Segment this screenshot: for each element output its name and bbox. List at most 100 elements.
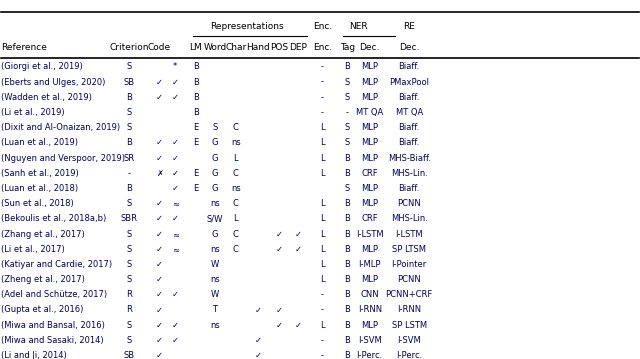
Text: B: B [126,93,132,102]
Text: S: S [345,184,350,193]
Text: MLP: MLP [361,123,378,132]
Text: L: L [320,260,325,269]
Text: MHS-Lin.: MHS-Lin. [391,214,428,223]
Text: Biaff.: Biaff. [399,123,420,132]
Text: C: C [233,169,239,178]
Text: ns: ns [210,245,220,254]
Text: B: B [344,306,350,314]
Text: (Li et al., 2017): (Li et al., 2017) [1,245,65,254]
Text: ✓: ✓ [172,169,179,178]
Text: -: - [321,306,324,314]
Text: SB: SB [124,351,134,359]
Text: ns: ns [231,138,241,148]
Text: (Luan et al., 2019): (Luan et al., 2019) [1,138,78,148]
Text: B: B [193,108,198,117]
Text: Biaff.: Biaff. [399,138,420,148]
Text: POS: POS [270,43,288,52]
Text: (Zheng et al., 2017): (Zheng et al., 2017) [1,275,85,284]
Text: B: B [344,169,350,178]
Text: Enc.: Enc. [313,43,332,52]
Text: B: B [344,62,350,71]
Text: ≈: ≈ [172,229,179,238]
Text: S: S [126,275,131,284]
Text: PCNN: PCNN [397,275,421,284]
Text: L: L [320,199,325,208]
Text: ✗: ✗ [156,169,163,178]
Text: ≈: ≈ [172,245,179,254]
Text: B: B [126,184,132,193]
Text: G: G [212,154,218,163]
Text: I-Pointer: I-Pointer [392,260,427,269]
Text: B: B [193,62,198,71]
Text: (Sanh et al., 2019): (Sanh et al., 2019) [1,169,79,178]
Text: ✓: ✓ [172,184,179,193]
Text: B: B [193,78,198,87]
Text: I-LSTM: I-LSTM [396,229,423,238]
Text: ✓: ✓ [156,321,163,330]
Text: PMaxPool: PMaxPool [389,78,429,87]
Text: -: - [321,93,324,102]
Text: L: L [320,275,325,284]
Text: ✓: ✓ [295,321,302,330]
Text: ✓: ✓ [276,306,283,314]
Text: ✓: ✓ [156,78,163,87]
Text: MHS-Lin.: MHS-Lin. [391,169,428,178]
Text: MLP: MLP [361,184,378,193]
Text: CNN: CNN [360,290,379,299]
Text: (Luan et al., 2018): (Luan et al., 2018) [1,184,79,193]
Text: B: B [344,321,350,330]
Text: (Nguyen and Verspoor, 2019): (Nguyen and Verspoor, 2019) [1,154,125,163]
Text: S/W: S/W [207,214,223,223]
Text: R: R [126,290,132,299]
Text: ✓: ✓ [156,138,163,148]
Text: E: E [193,184,198,193]
Text: Hand: Hand [246,43,270,52]
Text: R: R [126,306,132,314]
Text: S: S [126,321,131,330]
Text: (Zhang et al., 2017): (Zhang et al., 2017) [1,229,85,238]
Text: ✓: ✓ [172,290,179,299]
Text: Representations: Representations [211,23,284,32]
Text: MHS-Biaff.: MHS-Biaff. [388,154,431,163]
Text: NER: NER [349,23,367,32]
Text: SP LSTM: SP LSTM [392,321,427,330]
Text: E: E [193,123,198,132]
Text: I-Perc.: I-Perc. [356,351,383,359]
Text: MLP: MLP [361,275,378,284]
Text: B: B [344,214,350,223]
Text: Code: Code [148,43,171,52]
Text: B: B [344,275,350,284]
Text: ✓: ✓ [172,321,179,330]
Text: I-RNN: I-RNN [358,306,382,314]
Text: SB: SB [124,78,134,87]
Text: ✓: ✓ [172,336,179,345]
Text: (Katiyar and Cardie, 2017): (Katiyar and Cardie, 2017) [1,260,113,269]
Text: C: C [233,245,239,254]
Text: ns: ns [210,321,220,330]
Text: ✓: ✓ [156,290,163,299]
Text: SR: SR [124,154,134,163]
Text: (Bekoulis et al., 2018a,b): (Bekoulis et al., 2018a,b) [1,214,107,223]
Text: S: S [345,123,350,132]
Text: MLP: MLP [361,93,378,102]
Text: ✓: ✓ [156,214,163,223]
Text: ✓: ✓ [255,351,262,359]
Text: L: L [320,123,325,132]
Text: S: S [126,336,131,345]
Text: MLP: MLP [361,321,378,330]
Text: MLP: MLP [361,78,378,87]
Text: ✓: ✓ [172,214,179,223]
Text: S: S [126,245,131,254]
Text: C: C [233,229,239,238]
Text: ✓: ✓ [172,93,179,102]
Text: B: B [344,229,350,238]
Text: Biaff.: Biaff. [399,93,420,102]
Text: W: W [211,290,219,299]
Text: B: B [344,154,350,163]
Text: ✓: ✓ [156,306,163,314]
Text: E: E [193,169,198,178]
Text: T: T [212,306,218,314]
Text: ✓: ✓ [276,229,283,238]
Text: E: E [193,138,198,148]
Text: ✓: ✓ [255,336,262,345]
